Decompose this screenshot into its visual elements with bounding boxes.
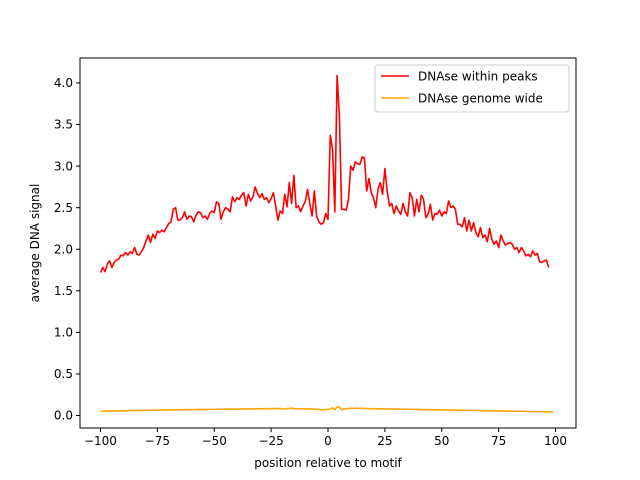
y-tick-label: 3.5 xyxy=(54,118,73,132)
y-tick-label: 0.0 xyxy=(54,409,73,423)
y-tick-label: 1.5 xyxy=(54,284,73,298)
x-tick-label: 0 xyxy=(324,434,332,448)
x-tick-label: 50 xyxy=(434,434,449,448)
series-layer xyxy=(99,74,554,413)
series-line-within-peaks xyxy=(99,74,550,273)
x-tick-label: 75 xyxy=(491,434,506,448)
x-tick-label: −75 xyxy=(145,434,170,448)
y-tick-label: 2.5 xyxy=(54,201,73,215)
legend: DNAse within peaks DNAse genome wide xyxy=(374,64,570,113)
y-tick-label: 0.5 xyxy=(54,367,73,381)
x-tick-label: −100 xyxy=(84,434,117,448)
x-axis: −100 −75 −50 −25 0 25 50 75 100 xyxy=(84,428,567,448)
x-tick-label: 25 xyxy=(377,434,392,448)
legend-label-within-peaks: DNAse within peaks xyxy=(418,70,538,84)
y-tick-label: 2.0 xyxy=(54,242,73,256)
x-axis-label: position relative to motif xyxy=(254,456,402,470)
y-tick-label: 1.0 xyxy=(54,326,73,340)
x-tick-label: −50 xyxy=(202,434,227,448)
legend-frame xyxy=(374,64,570,113)
y-axis: 0.0 0.5 1.0 1.5 2.0 2.5 3.0 3.5 4.0 xyxy=(54,76,80,423)
y-axis-label: average DNA signal xyxy=(28,184,42,303)
x-tick-label: 100 xyxy=(544,434,567,448)
x-tick-label: −25 xyxy=(258,434,283,448)
y-tick-label: 3.0 xyxy=(54,159,73,173)
y-tick-label: 4.0 xyxy=(54,76,73,90)
legend-label-genome-wide: DNAse genome wide xyxy=(418,92,543,106)
series-line-genome-wide xyxy=(100,405,554,413)
